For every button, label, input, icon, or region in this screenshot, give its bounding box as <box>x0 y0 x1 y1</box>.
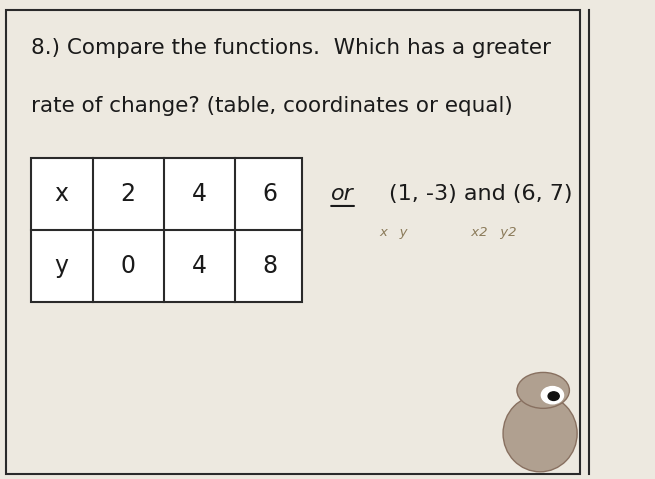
Ellipse shape <box>503 395 577 472</box>
Text: x: x <box>55 182 69 206</box>
Text: rate of change? (table, coordinates or equal): rate of change? (table, coordinates or e… <box>31 96 513 116</box>
Text: x   y               x2   y2: x y x2 y2 <box>380 226 517 239</box>
Text: y: y <box>55 254 69 278</box>
Circle shape <box>541 387 563 404</box>
Text: (1, -3) and (6, 7): (1, -3) and (6, 7) <box>389 184 572 204</box>
Text: 8: 8 <box>263 254 278 278</box>
Bar <box>31 158 303 302</box>
Text: 6: 6 <box>263 182 278 206</box>
Text: 4: 4 <box>191 254 206 278</box>
Text: 2: 2 <box>121 182 136 206</box>
Text: 0: 0 <box>121 254 136 278</box>
Text: 4: 4 <box>191 182 206 206</box>
Ellipse shape <box>517 373 569 408</box>
Circle shape <box>548 392 559 400</box>
Text: 8.) Compare the functions.  Which has a greater: 8.) Compare the functions. Which has a g… <box>31 38 551 58</box>
FancyBboxPatch shape <box>6 10 580 474</box>
Text: or: or <box>331 184 354 204</box>
